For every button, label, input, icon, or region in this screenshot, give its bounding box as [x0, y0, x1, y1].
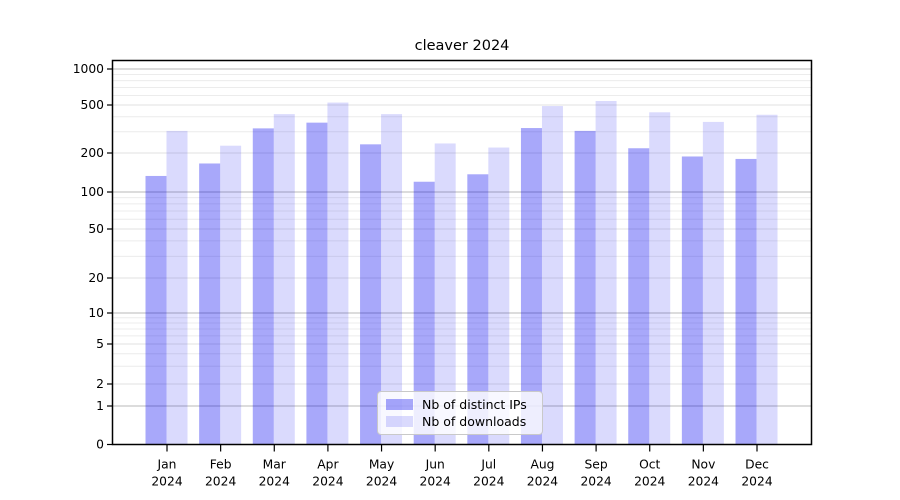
y-tick-label: 1	[96, 399, 104, 413]
x-tick-label-year: 2024	[580, 475, 611, 489]
bar-jul-distinct-ips	[467, 174, 489, 445]
x-tick-label-month: Jul	[480, 458, 496, 472]
y-tick-label: 0	[96, 438, 104, 452]
y-tick-label: 1000	[73, 62, 104, 76]
bar-sep-distinct-ips	[574, 130, 596, 445]
legend-swatch-distinct-ips	[386, 398, 413, 410]
y-tick-label: 500	[81, 98, 104, 112]
y-tick-label: 200	[81, 146, 104, 160]
bar-apr-distinct-ips	[306, 122, 328, 445]
x-tick-label-month: Sep	[584, 458, 607, 472]
bar-feb-distinct-ips	[199, 163, 221, 445]
bar-mar-downloads	[273, 114, 295, 445]
x-tick-label-month: Feb	[210, 458, 232, 472]
x-tick-label-month: Jun	[425, 458, 445, 472]
x-tick-label-month: Mar	[263, 458, 287, 472]
x-tick-label-month: May	[369, 458, 394, 472]
legend-item-distinct-ips: Nb of distinct IPs	[386, 397, 534, 412]
bar-may-downloads	[381, 114, 403, 445]
bar-jun-distinct-ips	[413, 181, 435, 445]
bar-jun-downloads	[434, 143, 456, 445]
bar-feb-downloads	[220, 145, 242, 445]
y-tick-label: 20	[88, 271, 104, 285]
x-tick-label-year: 2024	[151, 475, 182, 489]
legend-label-distinct-ips: Nb of distinct IPs	[422, 396, 527, 412]
bar-oct-distinct-ips	[628, 148, 650, 445]
x-tick-label-month: Aug	[530, 458, 554, 472]
bar-dec-downloads	[756, 114, 778, 445]
x-tick-label-year: 2024	[634, 475, 665, 489]
bar-mar-distinct-ips	[252, 128, 274, 445]
bar-dec-distinct-ips	[735, 158, 757, 445]
y-tick-label: 5	[96, 337, 104, 351]
x-tick-label-year: 2024	[741, 475, 772, 489]
x-tick-label-year: 2024	[473, 475, 504, 489]
x-tick-label-year: 2024	[420, 475, 451, 489]
axis-spines	[111, 59, 813, 446]
x-tick-label-year: 2024	[688, 475, 719, 489]
legend-label-downloads: Nb of downloads	[422, 414, 527, 430]
bar-jan-distinct-ips	[145, 175, 167, 445]
y-tick-label: 2	[96, 377, 104, 391]
y-tick-label: 10	[88, 306, 104, 320]
x-tick-label-year: 2024	[205, 475, 236, 489]
x-tick-label-month: Nov	[691, 458, 715, 472]
bar-nov-downloads	[702, 121, 724, 445]
legend: Nb of distinct IPs Nb of downloads	[377, 391, 543, 435]
legend-swatch-downloads	[386, 416, 413, 428]
y-tick-label: 50	[88, 222, 104, 236]
x-tick-label-month: Oct	[639, 458, 660, 472]
bar-aug-distinct-ips	[520, 128, 542, 445]
bar-apr-downloads	[327, 102, 349, 445]
legend-item-downloads: Nb of downloads	[386, 414, 534, 429]
x-tick-label-year: 2024	[312, 475, 343, 489]
x-tick-label-year: 2024	[527, 475, 558, 489]
x-tick-label-month: Jan	[157, 458, 177, 472]
bar-jan-downloads	[166, 130, 188, 445]
x-tick-label-month: Dec	[745, 458, 769, 472]
y-tick-label: 100	[81, 185, 104, 199]
bar-nov-distinct-ips	[681, 156, 703, 445]
x-tick-label-month: Apr	[317, 458, 339, 472]
x-tick-label-year: 2024	[259, 475, 290, 489]
bar-aug-downloads	[541, 106, 563, 445]
x-tick-label-year: 2024	[366, 475, 397, 489]
bar-oct-downloads	[649, 112, 671, 445]
bar-jul-downloads	[488, 147, 510, 445]
bar-may-distinct-ips	[360, 144, 382, 445]
chart-title: cleaver 2024	[414, 38, 510, 54]
bar-sep-downloads	[595, 101, 617, 445]
